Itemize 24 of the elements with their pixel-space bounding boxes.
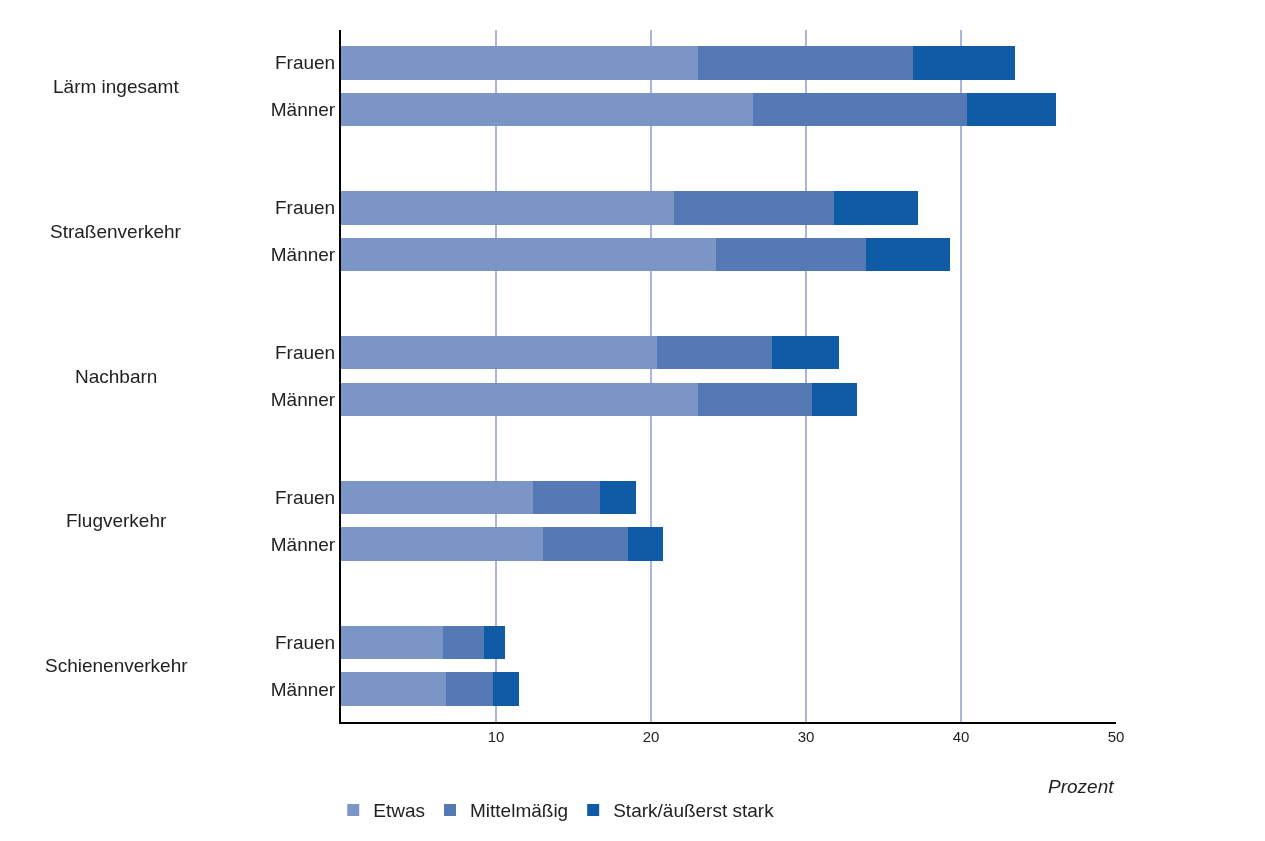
y-tick-label: Männer (270, 678, 336, 700)
y-tick-label: Frauen (275, 197, 336, 219)
legend-label: Etwas (373, 800, 425, 822)
legend-label: Stark/äußerst stark (613, 800, 775, 822)
x-tick-label: 10 (487, 728, 505, 745)
text: Straßenverkehr (50, 221, 182, 242)
text: Flugverkehr (66, 510, 167, 531)
x-tick-label: 30 (797, 728, 815, 745)
legend-label: Mittelmäßig (470, 800, 569, 822)
y-tick-label: Frauen (275, 487, 336, 509)
text: Nachbarn (75, 366, 158, 387)
y-tick-label: Männer (270, 533, 336, 555)
y-tick-label: Männer (270, 244, 336, 266)
text: Lärm ingesamt (53, 76, 180, 97)
x-tick-label: 50 (1107, 728, 1125, 745)
y-tick-label: Frauen (275, 632, 336, 654)
y-tick-label: Frauen (275, 342, 336, 364)
text: Schienenverkehr (45, 655, 189, 676)
x-axis-title: Prozent (1048, 776, 1115, 797)
y-tick-label: Männer (270, 389, 336, 411)
x-tick-label: 20 (642, 728, 660, 745)
y-tick-label: Männer (270, 99, 336, 121)
y-tick-label: Frauen (275, 52, 336, 74)
x-tick-label: 40 (952, 728, 970, 745)
